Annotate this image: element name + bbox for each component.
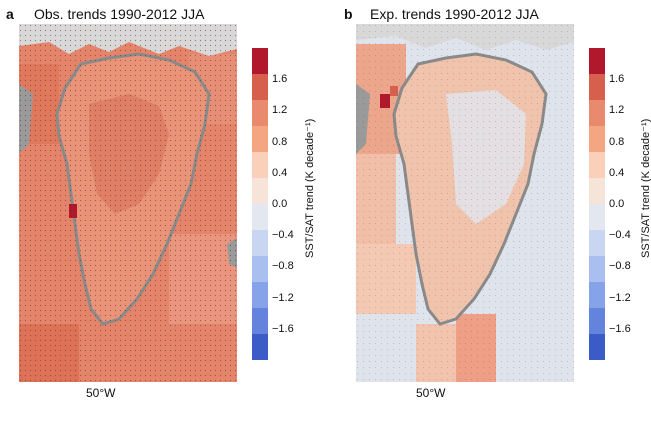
colorbar-a-svg [252, 48, 268, 361]
map-obs-svg [19, 24, 237, 382]
colorbar-tick-label: −0.8 [609, 260, 631, 273]
panel-title: Obs. trends 1990-2012 JJA [34, 6, 205, 22]
colorbar-segment [252, 308, 268, 335]
colorbar-segment [252, 48, 268, 75]
colorbar-tick-label: 0.4 [609, 166, 625, 179]
colorbar-tick-label: 1.6 [609, 73, 625, 86]
colorbar-segment [589, 256, 605, 283]
colorbar-label: SST/SAT trend (K decade⁻¹) [640, 118, 651, 258]
colorbar-segment [589, 334, 605, 361]
lon-label: 50°W [416, 386, 446, 400]
colorbar-tick-label: 1.6 [272, 73, 288, 86]
colorbar-segment [589, 152, 605, 179]
colorbar-tick-label: −1.6 [272, 322, 294, 335]
colorbar-tick-label: 0.0 [272, 198, 288, 210]
colorbar-tick-label: −0.8 [272, 260, 294, 273]
panel-letter: a [6, 6, 14, 22]
colorbar-segment [252, 230, 268, 257]
colorbar-b-svg [589, 48, 605, 361]
map-exp [356, 24, 574, 382]
colorbar-segment [252, 334, 268, 361]
colorbar-tick-label: −1.6 [609, 322, 631, 335]
colorbar-segment [252, 256, 268, 283]
panel-title: Exp. trends 1990-2012 JJA [370, 6, 539, 22]
colorbar-segment [252, 100, 268, 127]
colorbar-tick-label: −0.4 [609, 229, 631, 242]
colorbar-segment [589, 126, 605, 153]
colorbar-segment [252, 204, 268, 231]
colorbar-tick-label: 0.0 [609, 198, 625, 210]
panel-letter: b [344, 6, 353, 22]
colorbar-tick-label: 1.2 [272, 104, 288, 117]
colorbar-tick-label: −1.2 [272, 291, 294, 304]
colorbar-segment [252, 152, 268, 179]
colorbar-tick-label: 0.4 [272, 166, 288, 179]
colorbar-segment [589, 178, 605, 205]
colorbar-segment [252, 282, 268, 309]
colorbar-segment [589, 48, 605, 75]
colorbar-tick-label: −1.2 [609, 291, 631, 304]
colorbar-tick-label: 0.8 [272, 135, 288, 148]
colorbar-a [252, 48, 268, 361]
colorbar-segment [252, 74, 268, 101]
colorbar-segment [589, 74, 605, 101]
significance-stippling [356, 24, 574, 382]
colorbar-segment [589, 100, 605, 127]
colorbar-label: SST/SAT trend (K decade⁻¹) [304, 118, 316, 258]
colorbar-segment [589, 282, 605, 309]
colorbar-segment [252, 178, 268, 205]
significance-stippling [19, 24, 237, 382]
colorbar-tick-label: 0.8 [609, 135, 625, 148]
map-obs [19, 24, 237, 382]
colorbar-segment [589, 230, 605, 257]
colorbar-tick-label: 1.2 [609, 104, 625, 117]
colorbar-segment [252, 126, 268, 153]
colorbar-segment [589, 308, 605, 335]
map-exp-svg [356, 24, 574, 382]
colorbar-b [589, 48, 605, 361]
colorbar-segment [589, 204, 605, 231]
lon-label: 50°W [86, 386, 116, 400]
colorbar-tick-label: −0.4 [272, 229, 294, 242]
